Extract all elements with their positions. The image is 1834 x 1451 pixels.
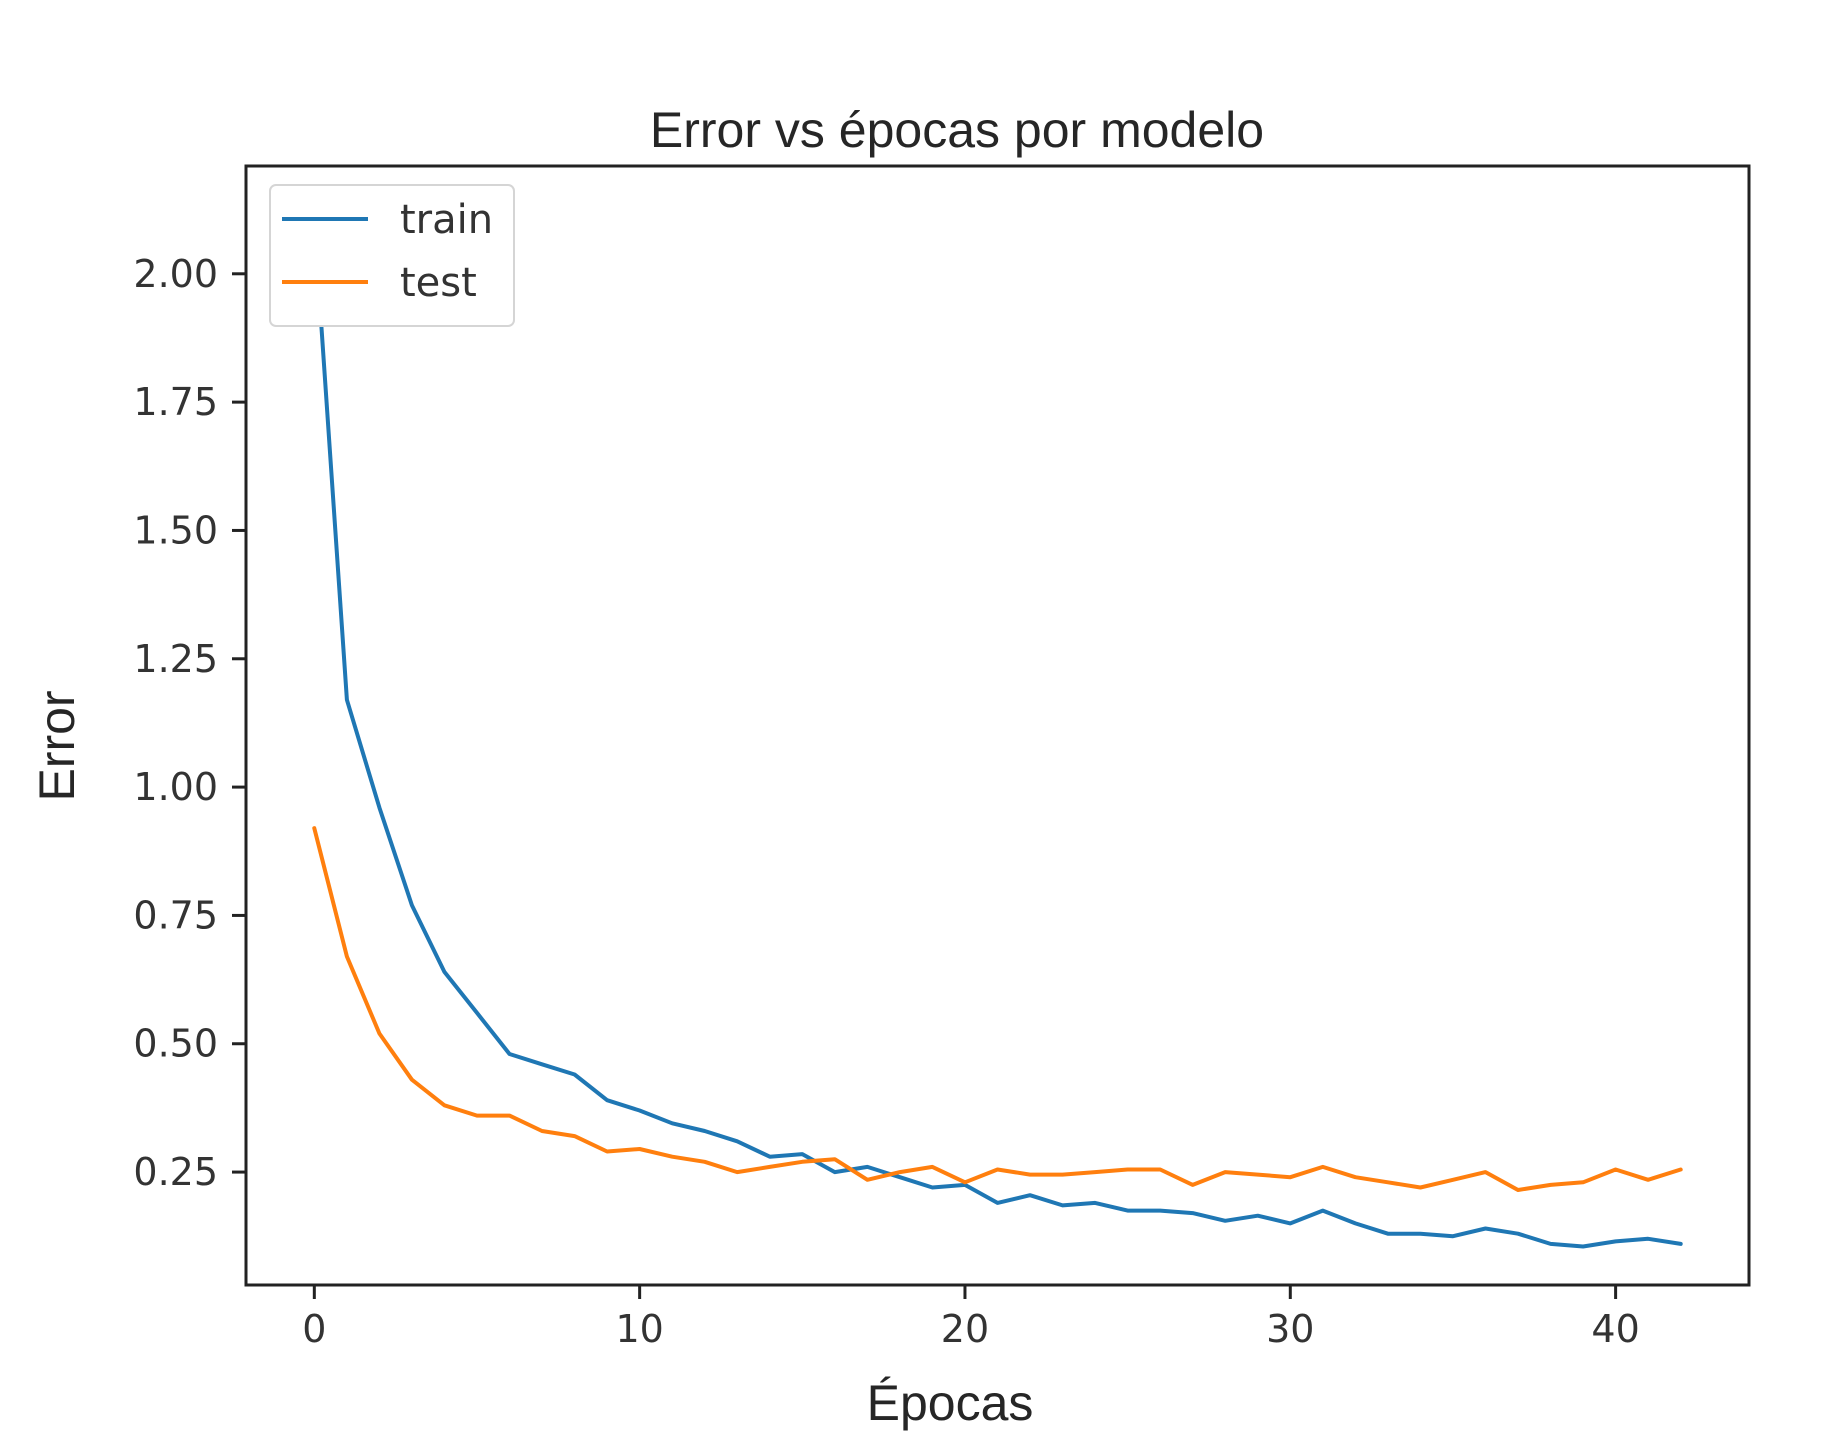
series-layer (312, 220, 1683, 1249)
x-tick-label: 30 (1266, 1307, 1314, 1351)
legend-label-test: test (400, 260, 477, 306)
x-axis-label: Épocas (867, 1375, 1034, 1431)
legend: train test (269, 184, 515, 327)
y-tick-label: 1.75 (133, 380, 218, 424)
x-axis-ticks: 0 10 20 30 40 (302, 1285, 1640, 1351)
x-tick-label: 20 (941, 1307, 989, 1351)
plot-frame (244, 164, 1751, 1287)
y-tick-label: 0.25 (133, 1150, 218, 1194)
y-tick-label: 1.25 (133, 637, 218, 681)
legend-label-train: train (400, 197, 493, 243)
x-tick-label: 0 (302, 1307, 326, 1351)
series-line-test (312, 826, 1683, 1192)
y-axis-label: Error (29, 690, 85, 801)
y-tick-label: 1.00 (133, 765, 218, 809)
y-tick-label: 0.50 (133, 1022, 218, 1066)
y-axis-ticks: 0.25 0.50 0.75 1.00 1.25 1.50 1.75 2.00 (133, 252, 246, 1194)
y-tick-label: 1.50 (133, 508, 218, 552)
x-tick-label: 10 (615, 1307, 663, 1351)
y-tick-label: 0.75 (133, 893, 218, 937)
y-tick-label: 2.00 (133, 252, 218, 296)
series-line-train (312, 220, 1683, 1249)
chart-title: Error vs épocas por modelo (650, 102, 1264, 158)
x-tick-label: 40 (1591, 1307, 1639, 1351)
